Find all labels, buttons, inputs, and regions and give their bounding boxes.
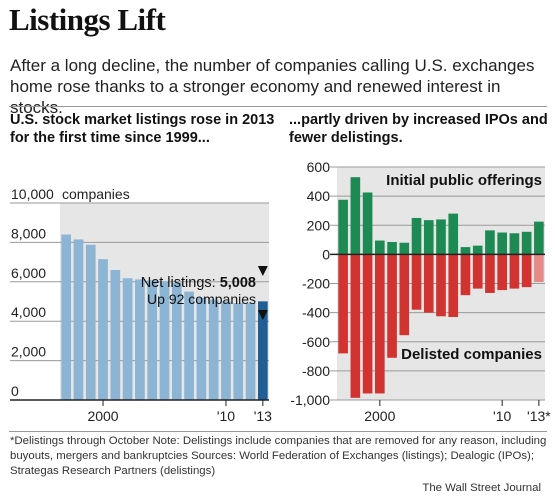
bar (147, 280, 158, 400)
ipo-bar (423, 220, 434, 255)
series-label-ipo: Initial public offerings (386, 172, 542, 189)
annotation-title: Net listings: (141, 275, 220, 291)
credit: The Wall Street Journal (422, 482, 541, 494)
y-tick-label: 6,000 (11, 265, 46, 281)
bar (73, 239, 84, 400)
y-tick-label: 0 (11, 383, 19, 399)
y-tick-label: -600 (302, 334, 330, 350)
left-chart-subtitle: U.S. stock market listings rose in 2013 … (10, 112, 275, 146)
bar (171, 282, 182, 400)
ipo-bar (485, 230, 495, 255)
ipo-bar (448, 213, 459, 255)
bar (110, 269, 121, 400)
y-tick-label: 8,000 (11, 225, 46, 241)
ipo-bar (375, 240, 385, 255)
ipo-bar (399, 242, 410, 255)
y-tick-label: 4,000 (11, 304, 46, 320)
y-unit-label: companies (62, 186, 130, 202)
y-tick-label: 2,000 (11, 344, 46, 360)
x-tick-label: '13* (527, 408, 551, 424)
x-tick-label: 2000 (364, 408, 395, 424)
y-tick-label: -800 (302, 363, 330, 379)
delist-bar (448, 254, 459, 317)
delist-bar (497, 254, 507, 291)
y-tick-label: -200 (302, 276, 330, 292)
x-tick-label: '10 (493, 408, 511, 424)
bar (85, 244, 96, 400)
ipo-bar (472, 245, 483, 255)
ipo-bar (362, 192, 373, 255)
delist-bar (472, 254, 483, 289)
bar (233, 303, 244, 400)
delist-bar (509, 254, 520, 289)
dek: After a long decline, the number of comp… (10, 56, 535, 117)
delist-bar (423, 254, 434, 313)
ipo-bar (521, 231, 532, 255)
delist-bar (399, 254, 410, 336)
right-chart-subtitle: ...partly driven by increased IPOs and f… (289, 112, 548, 146)
y-tick-label: -400 (302, 305, 330, 321)
bar (61, 234, 71, 400)
delist-bar-partial (534, 254, 544, 283)
bar-2013 (258, 301, 268, 400)
annotation-net-listings: Net listings: 5,008 (141, 275, 256, 291)
bar (159, 281, 170, 400)
x-tick-label: '13 (254, 408, 272, 424)
series-label-delist: Delisted companies (401, 346, 542, 363)
delist-bar (521, 254, 532, 288)
ipo-bar (411, 217, 422, 255)
y-tick-label: 200 (307, 217, 331, 233)
bar (135, 279, 145, 400)
delist-bar (338, 254, 348, 354)
footnote: *Delistings through October Note: Delist… (10, 435, 547, 477)
delist-bar (375, 254, 385, 394)
ipo-bar (387, 241, 397, 255)
ipo-bar (338, 199, 348, 255)
ipo-bar (436, 219, 446, 255)
y-tick-label: 0 (322, 246, 330, 262)
ipo-delistings-chart: -1,000 -800 -600 -400 -200 0 200 400 600 Initial … (290, 159, 551, 424)
bar (196, 297, 207, 400)
delist-bar (460, 254, 471, 296)
bar (122, 278, 133, 400)
delist-bar (350, 254, 361, 398)
delist-bar (362, 254, 373, 394)
x-tick-label: '10 (217, 408, 235, 424)
x-tick-label: 2000 (87, 408, 118, 424)
ipo-bar (497, 232, 507, 255)
bar (245, 303, 256, 400)
y-tick-label: -1,000 (290, 392, 330, 408)
listings-chart: 0 2,000 4,000 6,000 8,000 10,000 companies 2000… (10, 186, 272, 424)
y-tick-label: 400 (307, 188, 331, 204)
divider-top (9, 106, 547, 107)
bar (208, 299, 219, 400)
ipo-bar (509, 233, 520, 255)
bar (221, 301, 231, 400)
annotation-note: Up 92 companies (147, 291, 256, 307)
ipo-bar (460, 247, 471, 255)
ipo-bar (350, 177, 361, 255)
bar (98, 259, 108, 400)
delist-bar (387, 254, 397, 358)
headline: Listings Lift (9, 2, 166, 37)
delist-bar (411, 254, 422, 310)
ipo-bar (534, 221, 544, 255)
delist-bar (436, 254, 446, 317)
divider-bottom (9, 431, 547, 432)
delist-bar (485, 254, 495, 293)
annotation-value: 5,008 (220, 275, 256, 291)
y-tick-label: 10,000 (11, 186, 54, 202)
annotation-arrow (257, 266, 268, 276)
bar (184, 291, 194, 400)
y-tick-label: 600 (307, 159, 331, 175)
annotation-pointer (257, 310, 268, 320)
